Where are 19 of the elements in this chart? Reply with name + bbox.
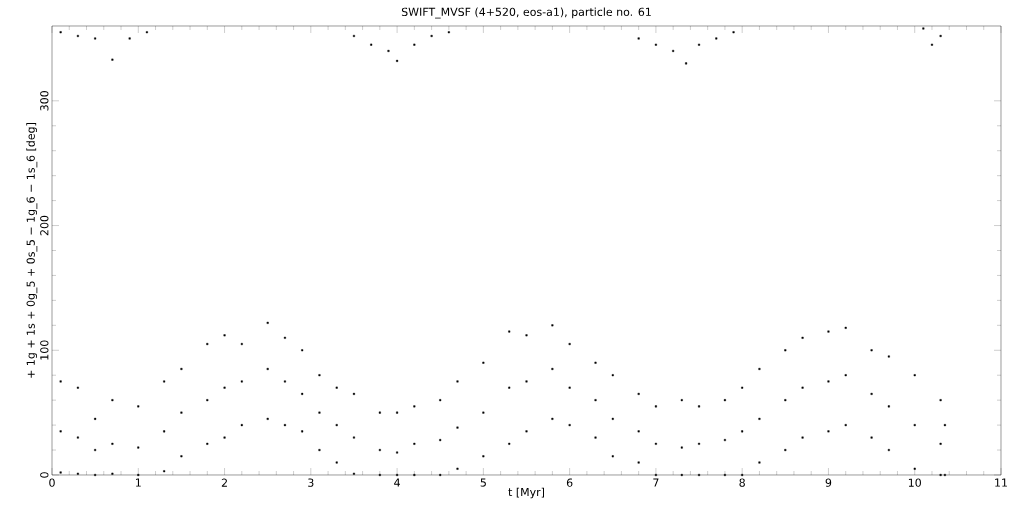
x-tick-label: 1 xyxy=(135,478,141,487)
x-tick-label: 4 xyxy=(394,478,400,487)
x-tick-label: 5 xyxy=(480,478,486,487)
x-tick-label: 7 xyxy=(653,478,659,487)
y-tick-label: 300 xyxy=(40,91,49,111)
x-tick-label: 3 xyxy=(308,478,314,487)
y-tick-label: 0 xyxy=(40,472,49,478)
x-tick-label: 9 xyxy=(825,478,832,487)
x-tick-label: 11 xyxy=(995,478,1007,487)
chart-title: SWIFT_MVSF (4+520, eos-a1), particle no. 61 xyxy=(401,7,651,19)
y-tick-label: 100 xyxy=(40,340,49,360)
x-tick-label: 10 xyxy=(908,478,921,487)
x-tick-label: 8 xyxy=(739,478,745,487)
x-axis-title: t [Myr] xyxy=(508,487,544,499)
x-tick-label: 6 xyxy=(566,478,573,487)
x-tick-label: 0 xyxy=(49,478,55,487)
x-tick-label: 2 xyxy=(221,478,227,487)
y-axis-title: + 1g + 1s + 0g_5 + 0s_5 − 1g_6 − 1s_6 [deg] xyxy=(26,123,38,378)
y-tick-label: 200 xyxy=(40,215,49,236)
